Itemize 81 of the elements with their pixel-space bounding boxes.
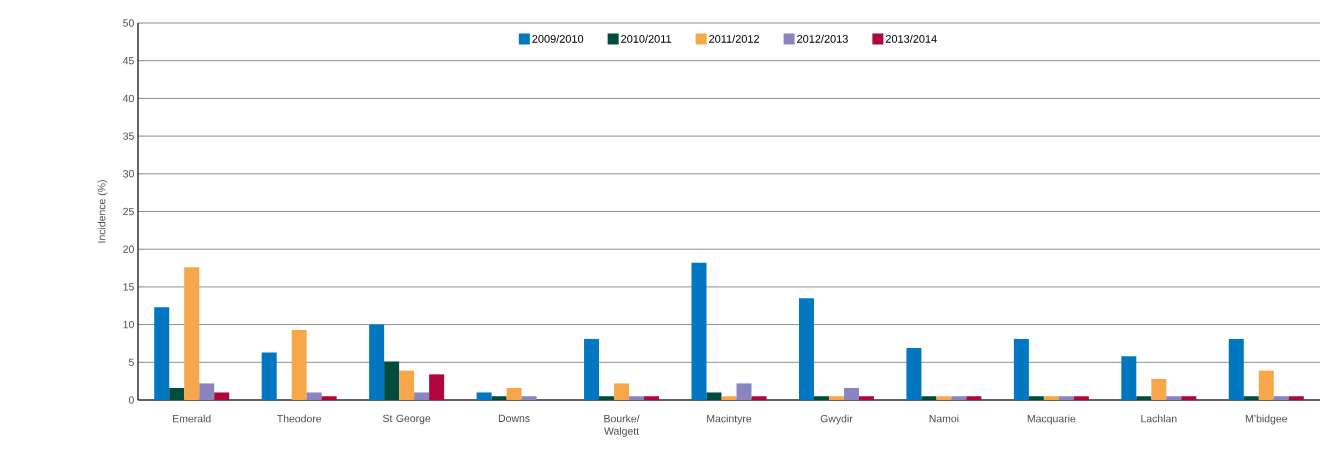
x-tick-label: St George — [382, 414, 431, 425]
bar — [1243, 396, 1259, 400]
bar — [828, 396, 844, 400]
bar — [1058, 396, 1074, 400]
bar — [369, 324, 385, 400]
y-tick-label: 10 — [123, 320, 134, 329]
bar — [399, 370, 415, 400]
x-tick-label: Macquarie — [1027, 414, 1076, 425]
bar — [951, 396, 967, 400]
x-tick-label: Namoi — [929, 414, 959, 423]
bar — [506, 387, 522, 400]
bar — [936, 396, 952, 400]
legend-label: 2010/2011 — [621, 34, 672, 43]
x-tick-label: Macintyre — [707, 414, 752, 425]
y-axis-title: Incidence (%) — [97, 180, 108, 243]
bar — [1013, 338, 1029, 400]
bar — [306, 392, 322, 400]
x-tick-label: M’bidgee — [1245, 414, 1288, 425]
bar — [384, 361, 400, 400]
bar — [1151, 378, 1167, 400]
bar — [584, 338, 600, 400]
y-tick-label: 50 — [123, 19, 134, 27]
bar — [184, 267, 200, 400]
bar — [843, 387, 859, 400]
bar — [1121, 356, 1137, 400]
x-tick-label: Theodore — [277, 414, 322, 423]
bar — [321, 396, 337, 400]
bar — [1181, 396, 1197, 400]
bar — [1073, 396, 1089, 400]
bar — [214, 392, 230, 400]
y-tick-label: 45 — [122, 57, 134, 65]
bar — [798, 298, 814, 400]
x-tick-label: Bourke/ Walgett — [604, 414, 640, 437]
legend-label: 2013/2014 — [885, 34, 937, 43]
y-tick-label: 15 — [123, 283, 134, 291]
bar — [721, 396, 737, 400]
bar — [414, 392, 430, 400]
bar — [629, 396, 645, 400]
y-tick-label: 35 — [123, 132, 134, 140]
bar — [906, 347, 922, 400]
x-tick-label: Emerald — [173, 414, 211, 423]
bar — [169, 387, 185, 400]
bar — [736, 383, 752, 400]
x-tick-label: Lachlan — [1141, 414, 1177, 423]
legend-label: 2009/2010 — [532, 34, 584, 43]
bar — [706, 392, 722, 400]
bar — [476, 392, 492, 400]
bar — [521, 396, 537, 400]
bar — [1043, 396, 1059, 400]
bar — [1028, 396, 1044, 400]
y-tick-label: 20 — [123, 245, 134, 253]
bar — [614, 383, 630, 400]
bar — [291, 329, 307, 400]
bar — [644, 396, 660, 400]
bar — [429, 374, 445, 400]
legend-label: 2011/2012 — [709, 34, 760, 43]
x-tick-label: Downs — [498, 414, 530, 422]
x-tick-label: Gwydir — [820, 414, 853, 425]
bar — [1258, 370, 1274, 400]
bar — [1228, 338, 1244, 400]
bar — [813, 396, 829, 400]
y-tick-label: 40 — [122, 94, 134, 103]
y-tick-label: 25 — [123, 207, 134, 216]
y-tick-label: 0 — [128, 396, 134, 404]
bar — [599, 396, 615, 400]
bar — [691, 262, 707, 400]
bar — [154, 307, 170, 400]
bar — [966, 396, 982, 400]
bar — [858, 396, 874, 400]
y-tick-label: 30 — [123, 170, 134, 178]
bar — [1136, 396, 1152, 400]
bar — [199, 383, 215, 400]
legend-label: 2012/2013 — [797, 34, 848, 43]
bar — [1273, 396, 1289, 400]
bar — [261, 352, 277, 400]
bar — [921, 396, 937, 400]
bar — [1166, 396, 1182, 400]
bar — [751, 396, 767, 400]
y-tick-label: 5 — [128, 358, 134, 366]
bar — [1288, 396, 1304, 400]
bar — [491, 396, 507, 400]
